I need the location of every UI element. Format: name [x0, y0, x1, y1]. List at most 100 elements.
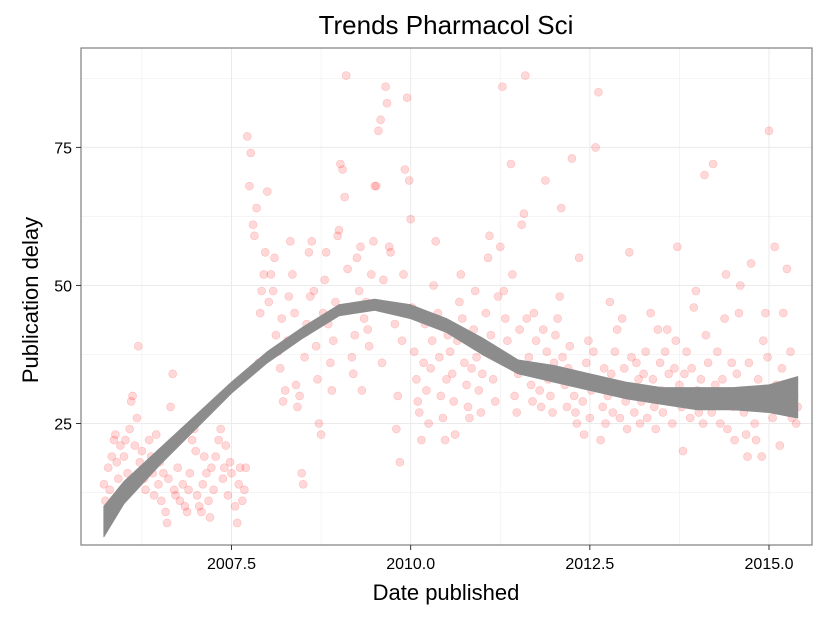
- data-point: [412, 375, 420, 383]
- data-point: [272, 331, 280, 339]
- data-point: [765, 127, 773, 135]
- data-point: [285, 293, 293, 301]
- data-point: [308, 237, 316, 245]
- data-point: [721, 315, 729, 323]
- data-point: [609, 409, 617, 417]
- data-point: [455, 298, 463, 306]
- data-point: [508, 270, 516, 278]
- data-point: [126, 425, 134, 433]
- data-point: [217, 425, 225, 433]
- data-point: [382, 83, 390, 91]
- data-point: [573, 420, 581, 428]
- data-point: [475, 386, 483, 394]
- data-point: [157, 497, 165, 505]
- data-point: [210, 486, 218, 494]
- data-point: [335, 226, 343, 234]
- x-tick-label: 2007.5: [207, 556, 256, 573]
- data-point: [247, 149, 255, 157]
- data-point: [742, 431, 750, 439]
- data-point: [134, 342, 142, 350]
- data-point: [357, 243, 365, 251]
- data-point: [529, 397, 537, 405]
- data-point: [523, 315, 531, 323]
- data-point: [439, 414, 447, 422]
- data-point: [222, 442, 230, 450]
- data-point: [369, 237, 377, 245]
- data-point: [312, 342, 320, 350]
- data-point: [690, 304, 698, 312]
- data-point: [744, 453, 752, 461]
- data-point: [349, 370, 357, 378]
- data-point: [360, 315, 368, 323]
- data-point: [752, 436, 760, 444]
- data-point: [758, 453, 766, 461]
- data-point: [288, 270, 296, 278]
- data-point: [776, 442, 784, 450]
- data-point: [293, 403, 301, 411]
- data-point: [374, 127, 382, 135]
- data-point: [451, 431, 459, 439]
- data-point: [733, 370, 741, 378]
- data-point: [620, 364, 628, 372]
- data-point: [680, 370, 688, 378]
- y-tick-label: 75: [54, 140, 72, 157]
- data-point: [511, 392, 519, 400]
- data-point: [410, 348, 418, 356]
- data-point: [121, 436, 129, 444]
- data-point: [367, 270, 375, 278]
- data-point: [625, 248, 633, 256]
- data-point: [299, 480, 307, 488]
- data-point: [559, 353, 567, 361]
- data-point: [521, 72, 529, 80]
- data-point: [342, 72, 350, 80]
- data-point: [458, 315, 466, 323]
- data-point: [516, 326, 524, 334]
- data-point: [543, 348, 551, 356]
- data-point: [792, 420, 800, 428]
- data-point: [329, 337, 337, 345]
- data-point: [554, 315, 562, 323]
- data-point: [192, 447, 200, 455]
- data-point: [212, 453, 220, 461]
- data-point: [256, 309, 264, 317]
- data-point: [432, 237, 440, 245]
- data-point: [163, 519, 171, 527]
- data-point: [530, 309, 538, 317]
- y-tick-label: 25: [54, 417, 72, 434]
- data-point: [572, 409, 580, 417]
- data-point: [549, 409, 557, 417]
- data-point: [642, 348, 650, 356]
- data-point: [120, 453, 128, 461]
- data-point: [142, 486, 150, 494]
- data-point: [563, 403, 571, 411]
- data-point: [654, 326, 662, 334]
- data-point: [322, 248, 330, 256]
- data-point: [597, 436, 605, 444]
- data-point: [415, 409, 423, 417]
- data-point: [351, 331, 359, 339]
- data-point: [491, 397, 499, 405]
- data-point: [400, 270, 408, 278]
- data-point: [713, 348, 721, 356]
- data-point: [575, 254, 583, 262]
- data-point: [242, 464, 250, 472]
- data-point: [301, 353, 309, 361]
- data-point: [321, 276, 329, 284]
- data-point: [701, 171, 709, 179]
- data-point: [391, 320, 399, 328]
- data-point: [265, 298, 273, 306]
- data-point: [422, 386, 430, 394]
- data-point: [250, 232, 258, 240]
- data-point: [778, 364, 786, 372]
- data-point: [484, 254, 492, 262]
- data-point: [507, 160, 515, 168]
- data-point: [398, 337, 406, 345]
- data-point: [747, 259, 755, 267]
- data-point: [448, 370, 456, 378]
- data-point: [779, 309, 787, 317]
- data-point: [276, 364, 284, 372]
- data-point: [379, 276, 387, 284]
- data-point: [263, 188, 271, 196]
- data-point: [501, 315, 509, 323]
- data-point: [718, 375, 726, 383]
